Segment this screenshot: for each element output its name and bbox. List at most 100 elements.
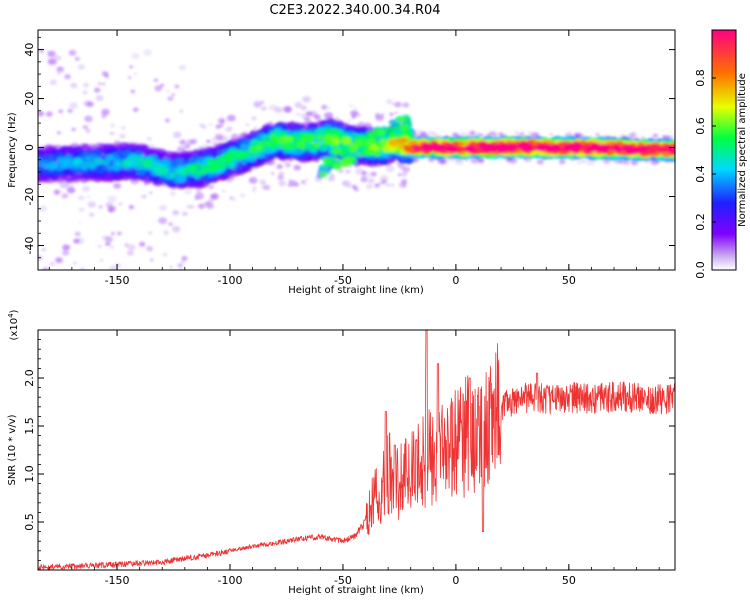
- heatmap-cell: [86, 101, 94, 108]
- heatmap-cell: [116, 161, 123, 167]
- heatmap-cell: [57, 72, 61, 75]
- heatmap-cell: [254, 126, 257, 129]
- heatmap-cell: [141, 194, 147, 199]
- heatmap-cell: [56, 66, 65, 73]
- heatmap-cell: [239, 144, 246, 149]
- heatmap-cell: [390, 183, 395, 187]
- heatmap-cell: [109, 131, 115, 135]
- heatmap-cell: [355, 151, 362, 157]
- heatmap-cell: [332, 147, 343, 156]
- heatmap-cell: [105, 236, 114, 243]
- heatmap-cell: [389, 112, 394, 116]
- heatmap-cell: [320, 145, 328, 151]
- heatmap-cell: [74, 57, 80, 61]
- heatmap-cell: [128, 76, 132, 79]
- heatmap-cell: [276, 164, 283, 170]
- heatmap-cell: [401, 172, 408, 177]
- heatmap-cell: [372, 149, 382, 157]
- heatmap-cell: [232, 198, 237, 202]
- heatmap-cell: [195, 189, 202, 194]
- heatmap-cell: [56, 158, 64, 164]
- heatmap-cell: [105, 154, 115, 162]
- heatmap-cell: [168, 172, 176, 179]
- heatmap-cell: [341, 157, 352, 166]
- heatmap-cell: [39, 49, 44, 53]
- heatmap-cell: [38, 205, 47, 212]
- heatmap-cell: [229, 196, 234, 200]
- heatmap-cell: [145, 160, 153, 166]
- heatmap-cell: [324, 112, 334, 120]
- heatmap-cell: [239, 193, 246, 198]
- heatmap-cell: [452, 141, 459, 147]
- heatmap-cell: [381, 179, 387, 184]
- heatmap-cell: [66, 187, 76, 194]
- heatmap-cell: [559, 159, 566, 165]
- heatmap-cell: [251, 116, 257, 121]
- heatmap-cell: [386, 183, 391, 187]
- heatmap-cell: [129, 65, 134, 69]
- heatmap-cell: [316, 135, 324, 141]
- heatmap-cell: [223, 155, 233, 163]
- heatmap-cell: [536, 159, 544, 165]
- heatmap-cell: [379, 138, 388, 146]
- heatmap-cell: [466, 133, 472, 137]
- heatmap-cell: [172, 210, 179, 216]
- heatmap-cell: [304, 116, 311, 122]
- heatmap-cell: [55, 257, 63, 264]
- heatmap-cell: [278, 180, 286, 187]
- heatmap-cell: [98, 82, 101, 85]
- heatmap-cell: [351, 115, 357, 119]
- heatmap-cell: [345, 169, 351, 174]
- heatmap-cell: [98, 245, 102, 248]
- heatmap-cell: [307, 134, 316, 141]
- heatmap-cell: [280, 131, 287, 137]
- heatmap-cell: [215, 124, 222, 129]
- heatmap-cell: [221, 189, 226, 193]
- heatmap-cell: [332, 139, 340, 145]
- heatmap-cell: [59, 181, 69, 189]
- heatmap-cell: [374, 183, 380, 188]
- heatmap-cell: [147, 231, 153, 235]
- heatmap-cell: [176, 164, 184, 170]
- heatmap-cell: [64, 74, 71, 80]
- heatmap-cell: [154, 85, 163, 92]
- heatmap-cell: [349, 103, 354, 108]
- heatmap-cell: [604, 159, 611, 165]
- heatmap-cell: [68, 49, 77, 56]
- heatmap-cell: [185, 144, 190, 148]
- heatmap-cell: [302, 96, 311, 103]
- heatmap-cell: [245, 123, 250, 127]
- heatmap-cell: [236, 152, 247, 161]
- heatmap-cell: [225, 126, 233, 133]
- heatmap-cell: [175, 158, 186, 166]
- heatmap-cell: [333, 164, 342, 171]
- heatmap-cell: [79, 267, 85, 270]
- heatmap-cell: [194, 178, 202, 184]
- heatmap-cell: [174, 84, 180, 89]
- heatmap-cell: [398, 173, 402, 177]
- heatmap-cell: [389, 120, 396, 126]
- heatmap-cell: [122, 159, 130, 165]
- heatmap-cell: [107, 195, 117, 203]
- heatmap-cell: [394, 112, 398, 115]
- heatmap-cell: [57, 131, 61, 135]
- heatmap-cell: [342, 180, 351, 187]
- heatmap-cell: [58, 109, 64, 114]
- heatmap-cell: [166, 90, 170, 93]
- heatmap-cell: [296, 112, 301, 116]
- heatmap-cell: [109, 123, 116, 128]
- heatmap-cell: [160, 83, 165, 87]
- heatmap-cell: [200, 164, 207, 170]
- heatmap-cell: [334, 116, 340, 120]
- heatmap-cell: [150, 258, 154, 262]
- heatmap-cell: [102, 159, 110, 166]
- heatmap-cell: [47, 50, 56, 58]
- heatmap-cell: [173, 131, 182, 139]
- heatmap-cell: [248, 176, 258, 184]
- heatmap-cell: [42, 267, 49, 270]
- figure-title: C2E3.2022.340.00.34.R04: [269, 3, 440, 18]
- heatmap-cell: [83, 82, 90, 88]
- heatmap-cell: [367, 178, 375, 184]
- heatmap-cell: [652, 133, 659, 138]
- heatmap-cell: [49, 79, 57, 86]
